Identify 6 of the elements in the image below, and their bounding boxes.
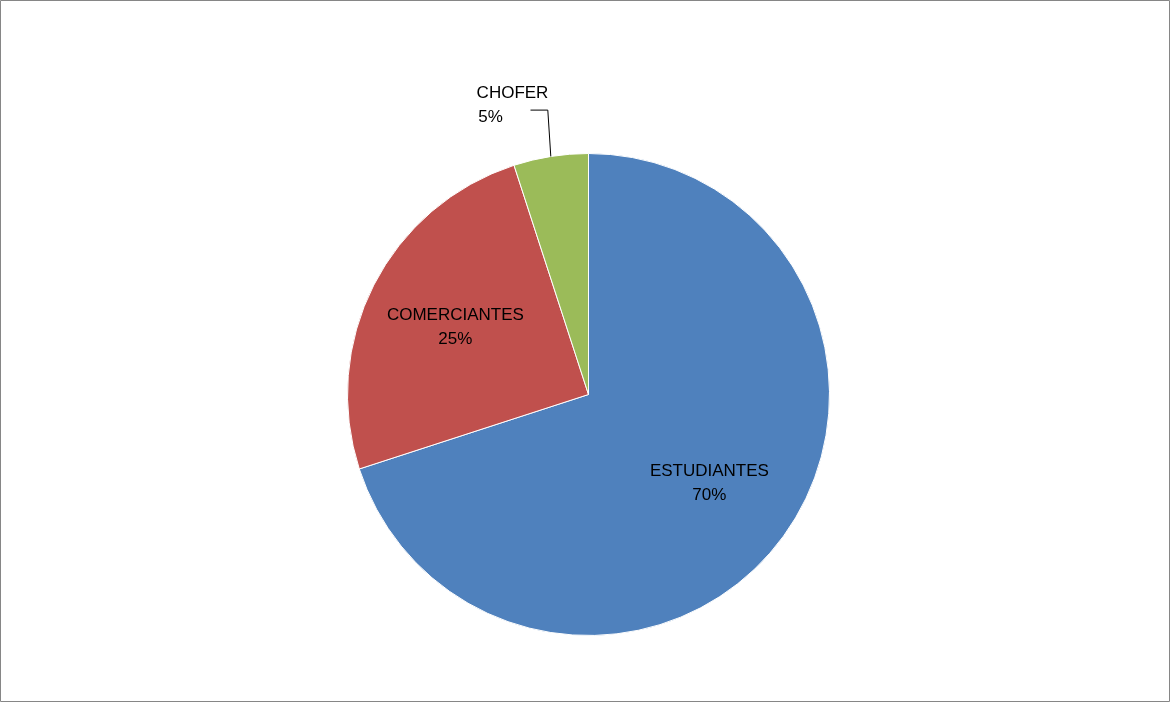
slice-label: COMERCIANTES: [386, 305, 524, 325]
data-label: 70%: [692, 484, 727, 504]
slice-label: ESTUDIANTES: [649, 460, 769, 480]
data-label: 5%: [478, 106, 503, 126]
slice-label: CHOFER: [476, 82, 549, 102]
data-label: 25%: [438, 329, 473, 349]
